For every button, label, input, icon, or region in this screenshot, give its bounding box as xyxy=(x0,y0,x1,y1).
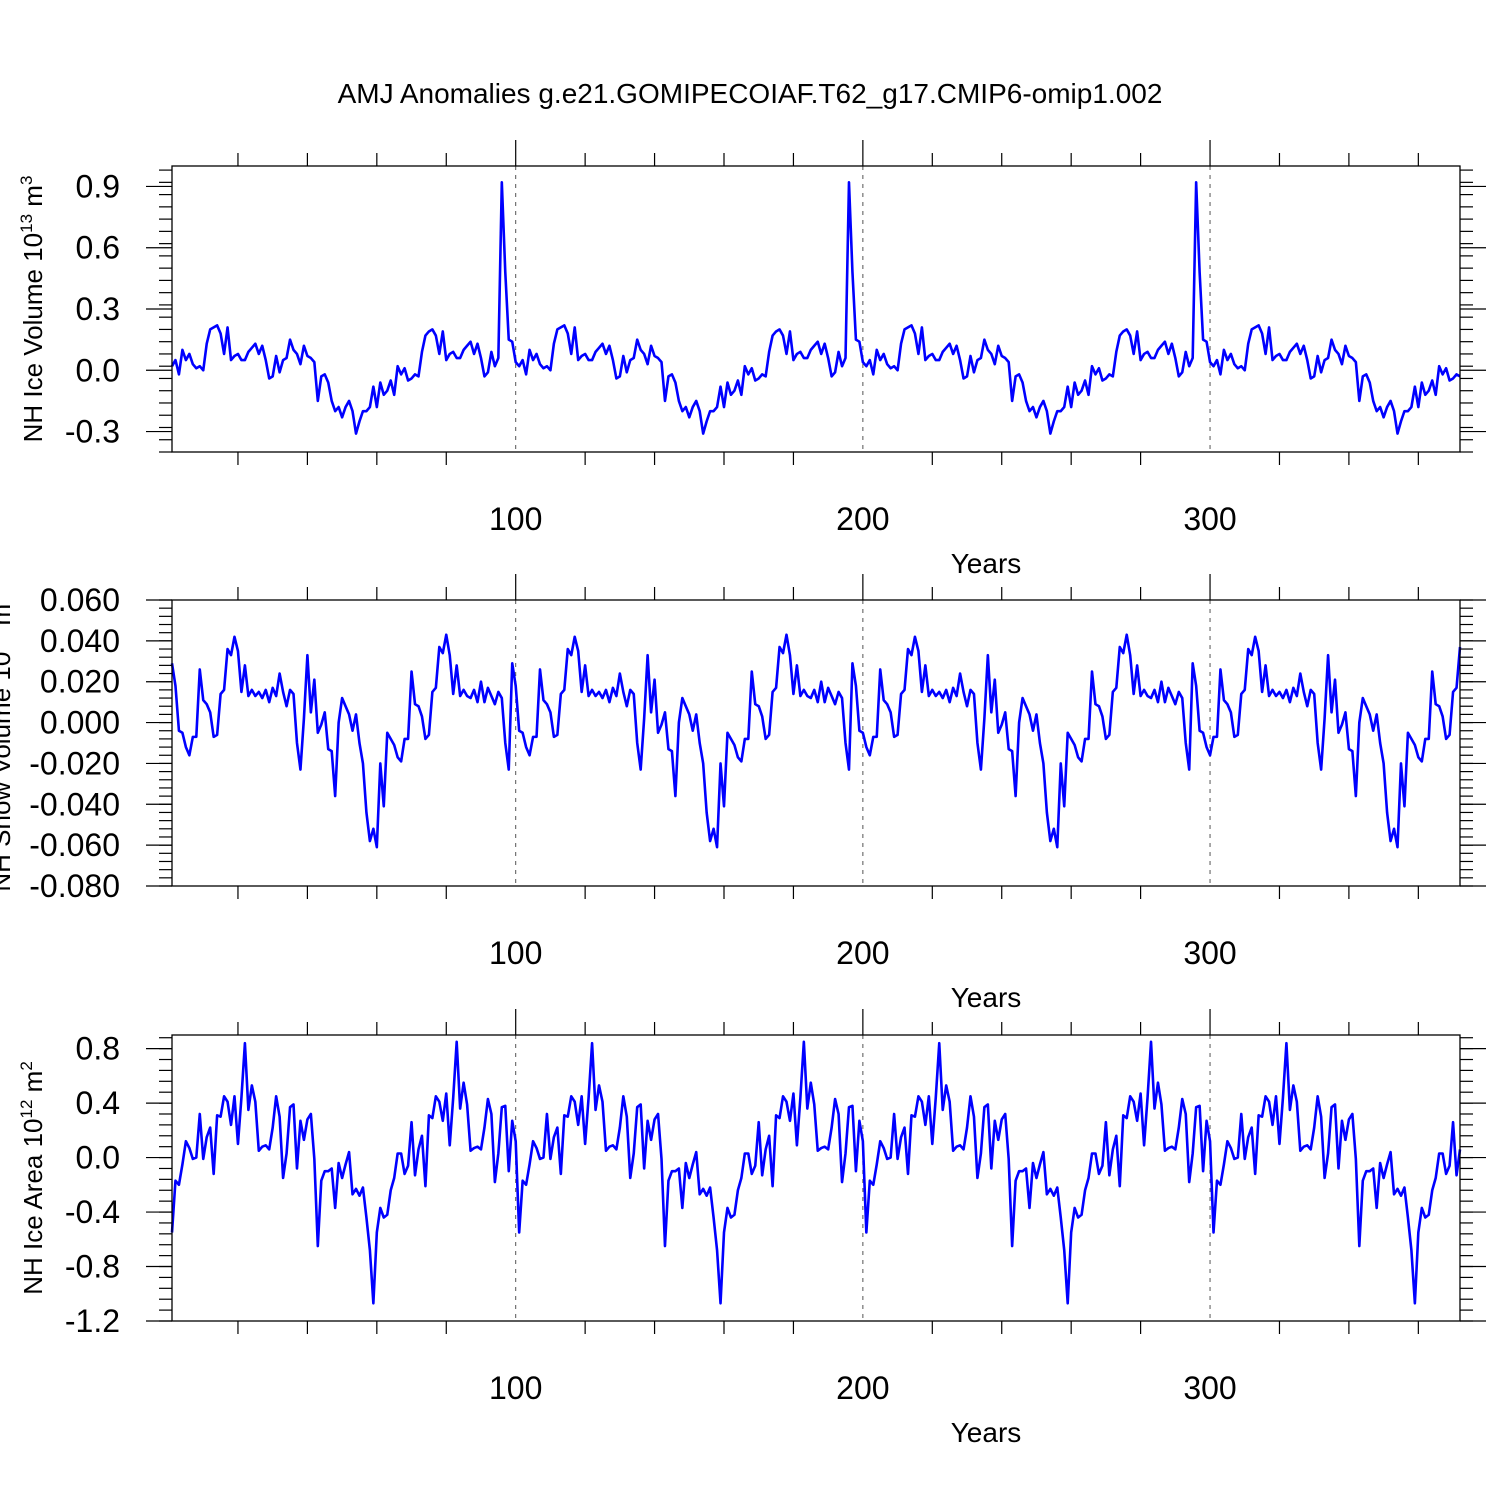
y-label-exponent2: 3 xyxy=(0,594,4,603)
y-tick-label: -0.020 xyxy=(29,745,120,781)
y-axis-label: NH Ice Volume 1013 m3 xyxy=(17,176,48,443)
y-label-exponent: 13 xyxy=(0,633,4,652)
x-tick-label: 300 xyxy=(1183,1370,1236,1406)
y-tick-label: 0.4 xyxy=(76,1085,120,1121)
x-tick-label: 300 xyxy=(1183,501,1236,537)
y-axis-label: NH Ice Area 1012 m2 xyxy=(17,1061,48,1295)
x-axis-label: Years xyxy=(951,1417,1022,1448)
y-label-unit2: m xyxy=(18,1071,48,1100)
y-tick-label: 0.6 xyxy=(76,230,120,266)
x-tick-label: 100 xyxy=(489,501,542,537)
y-label-unit: 10 xyxy=(18,233,48,262)
plot-frame xyxy=(171,599,1461,887)
y-tick-label: 0.060 xyxy=(40,582,120,618)
y-label-unit2: m xyxy=(0,604,16,633)
plot-frame xyxy=(171,1034,1461,1322)
series-line xyxy=(170,1040,1462,1305)
y-label-name: NH Snow Volume xyxy=(0,681,16,892)
y-tick-label: 0.9 xyxy=(76,168,120,204)
y-tick-label: -0.8 xyxy=(65,1249,120,1285)
y-label-unit2: m xyxy=(18,185,48,214)
x-tick-label: 200 xyxy=(836,935,889,971)
y-label-exponent: 12 xyxy=(17,1100,36,1119)
y-tick-label: 0.8 xyxy=(76,1031,120,1067)
y-axis-label: NH Snow Volume 1013 m3 xyxy=(0,594,16,891)
plot-frame xyxy=(171,165,1461,453)
x-axis-label: Years xyxy=(951,982,1022,1013)
y-label-unit: 10 xyxy=(18,1118,48,1147)
panel-snow-volume: 0.060 0.040 0.020 0.000 -0.020 -0.040 -0.060 -0… xyxy=(0,574,1486,1013)
x-tick-label: 100 xyxy=(489,1370,542,1406)
y-label-name: NH Ice Volume xyxy=(18,262,48,443)
y-label-name: NH Ice Area xyxy=(18,1147,48,1294)
y-tick-label: 0.0 xyxy=(76,352,120,388)
y-tick-label: -0.060 xyxy=(29,827,120,863)
y-tick-label: 0.020 xyxy=(40,664,120,700)
x-axis-label: Years xyxy=(951,548,1022,579)
y-tick-label: -1.2 xyxy=(65,1303,120,1339)
y-label-exponent2: 3 xyxy=(17,176,36,185)
x-tick-label: 100 xyxy=(489,935,542,971)
series-line xyxy=(170,633,1462,849)
y-tick-label: 0.0 xyxy=(76,1140,120,1176)
y-tick-label: 0.3 xyxy=(76,291,120,327)
x-tick-label: 200 xyxy=(836,501,889,537)
series-line xyxy=(170,181,1461,435)
y-tick-label: -0.4 xyxy=(65,1194,120,1230)
y-tick-label: 0.040 xyxy=(40,623,120,659)
y-tick-label: -0.080 xyxy=(29,868,120,904)
x-tick-label: 200 xyxy=(836,1370,889,1406)
panel-ice-area: 0.8 0.4 0.0 -0.4 -0.8 -1.2 100 200 300 Years NH Ic… xyxy=(17,1009,1486,1448)
x-tick-label: 300 xyxy=(1183,935,1236,971)
y-tick-label: -0.040 xyxy=(29,786,120,822)
y-tick-label: -0.3 xyxy=(65,414,120,450)
panel-ice-volume: 0.9 0.6 0.3 0.0 -0.3 100 200 300 Years NH Ice Vol… xyxy=(17,140,1486,579)
chart-title: AMJ Anomalies g.e21.GOMIPECOIAF.T62_g17.… xyxy=(338,78,1163,109)
y-tick-label: 0.000 xyxy=(40,705,120,741)
y-label-exponent: 13 xyxy=(17,214,36,233)
y-label-unit: 10 xyxy=(0,652,16,681)
y-label-exponent2: 2 xyxy=(17,1061,36,1070)
